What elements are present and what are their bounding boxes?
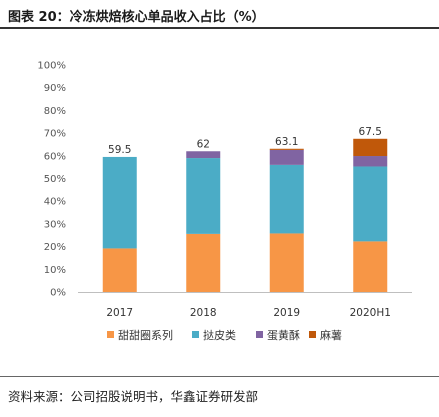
y-tick-label: 10% [44, 265, 66, 276]
y-tick-label: 60% [44, 151, 66, 162]
y-tick-label: 40% [44, 197, 66, 208]
chart-header: 图表 20：冷冻烘焙核心单品收入占比（%） [0, 0, 439, 30]
legend: 甜甜圈系列 挞皮类 蛋黄酥 麻薯 [107, 328, 342, 342]
y-tick-label: 0% [50, 288, 66, 299]
y-tick-label: 80% [44, 106, 66, 117]
legend-swatch [192, 331, 199, 338]
x-tick-label: 2018 [190, 307, 217, 319]
y-tick-label: 50% [44, 174, 66, 185]
bar-segment [269, 148, 304, 150]
bar-segment [353, 166, 388, 242]
bar-segment [353, 241, 388, 292]
x-axis: 2017 2018 2019 2020H1 [78, 292, 412, 319]
bar-segment [353, 156, 388, 167]
y-tick-label: 70% [44, 129, 66, 140]
legend-item: 麻薯 [309, 328, 342, 342]
stacked-bar-chart: 0% 10% 20% 30% 40% 50% 60% 70% 80% 90% 100% 59.5 62… [37, 61, 412, 342]
legend-item: 蛋黄酥 [256, 328, 300, 342]
legend-label: 蛋黄酥 [267, 328, 300, 342]
legend-label: 甜甜圈系列 [118, 328, 173, 342]
bar-segment [186, 151, 221, 159]
bar-segment [269, 149, 304, 165]
source-note: 资料来源：公司招股说明书，华鑫证券研发部 [8, 389, 259, 404]
x-tick-label: 2020H1 [350, 307, 391, 319]
data-label: 62 [197, 138, 210, 150]
title-rule [0, 27, 439, 29]
chart-title: 图表 20：冷冻烘焙核心单品收入占比（%） [8, 10, 265, 25]
y-tick-label: 100% [37, 61, 66, 72]
bar-segment [353, 138, 388, 157]
footer-rule [0, 376, 439, 377]
y-tick-label: 30% [44, 219, 66, 230]
legend-label: 麻薯 [320, 328, 342, 342]
bar-segment [186, 158, 221, 234]
legend-swatch [309, 331, 316, 338]
legend-swatch [107, 331, 114, 338]
legend-item: 甜甜圈系列 [107, 328, 173, 342]
bar-segment [186, 233, 221, 292]
x-tick-label: 2017 [106, 307, 133, 319]
legend-label: 挞皮类 [203, 328, 236, 342]
y-axis: 0% 10% 20% 30% 40% 50% 60% 70% 80% 90% 100% [37, 61, 66, 299]
y-tick-label: 20% [44, 242, 66, 253]
bars: 59.5 62 63.1 67.5 [102, 126, 388, 292]
legend-item: 挞皮类 [192, 328, 236, 342]
y-tick-label: 90% [44, 83, 66, 94]
data-label: 59.5 [108, 144, 131, 156]
bar-segment [269, 233, 304, 292]
data-label: 67.5 [359, 126, 382, 138]
legend-swatch [256, 331, 263, 338]
bar-segment [269, 164, 304, 234]
data-label: 63.1 [275, 136, 298, 148]
bar-segment [102, 248, 137, 292]
bar-segment [102, 156, 137, 249]
x-tick-label: 2019 [273, 307, 300, 319]
